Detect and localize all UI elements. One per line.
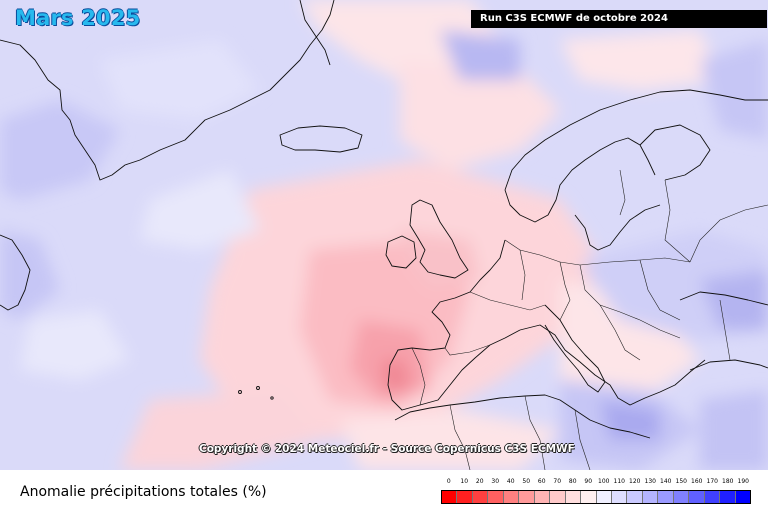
legend-color-bar [441,490,751,504]
model-run-label: Run C3S ECMWF de octobre 2024 [471,10,767,28]
legend-swatch [442,491,458,503]
border [519,249,526,301]
legend-swatch [488,491,504,503]
scandinavia-south-coast [504,137,656,223]
italy-coast [544,304,606,393]
greenland-coast [0,0,335,181]
legend-tick-label: 30 [491,478,500,485]
azores-island [238,390,242,394]
azores-island [270,396,274,400]
legend-tick-label: 0 [446,478,451,485]
legend-tick-label: 110 [613,478,625,485]
border [599,304,641,361]
sweden-south-coast [574,204,661,251]
border [719,299,731,361]
legend-swatch [581,491,597,503]
legend-swatch [704,491,721,503]
legend-swatch [519,491,535,503]
legend-tick-labels: 0 10 20 30 40 50 60 70 80 90 100 110 120 130 140 150 160… [441,478,751,488]
iceland-coast [279,125,363,153]
legend-tick-label: 10 [460,478,469,485]
anomaly-field [0,0,768,470]
legend-tick-label: 180 [722,478,734,485]
legend-tick-label: 160 [691,478,703,485]
turkey-coast [689,359,768,371]
legend-tick-label: 100 [598,478,610,485]
legend-swatch [627,491,643,503]
copyright-notice: Copyright © 2024 Meteociel.fr - Source C… [199,443,575,455]
legend-tick-label: 90 [584,478,593,485]
great-britain-coast [409,199,469,279]
border [689,204,768,263]
legend-tick-label: 190 [737,478,749,485]
coastlines [0,0,768,439]
forecast-month-title: Mars 2025 [15,6,141,30]
azores-island [256,386,260,390]
border [619,169,626,216]
norway-north-coast [504,89,768,191]
legend-swatch [642,491,659,503]
border [559,261,571,321]
pyrenees-border [444,344,491,356]
country-borders [411,169,768,470]
legend-tick-label: 140 [660,478,672,485]
legend-tick-label: 60 [537,478,546,485]
legend-tick-label: 120 [629,478,641,485]
legend-tick-label: 70 [553,478,562,485]
legend-swatch [565,491,582,503]
border [639,259,681,321]
color-legend: 0 10 20 30 40 50 60 70 80 90 100 110 120 130 140 150 160… [441,478,751,504]
border [524,395,546,470]
legend-swatch [735,491,751,503]
western-europe-coast [387,239,521,411]
border [504,239,581,266]
legend-tick-label: 50 [522,478,531,485]
legend-swatch [457,491,473,503]
legend-swatch [689,491,705,503]
legend-tick-label: 130 [644,478,656,485]
border [449,404,471,470]
map-canvas [0,0,768,470]
legend-tick-label: 20 [475,478,484,485]
legend-tick-label: 150 [675,478,687,485]
ireland-coast [385,235,417,269]
labrador-coast [0,234,31,311]
border [579,264,681,339]
map-variable-title: Anomalie précipitations totales (%) [20,484,267,500]
legend-swatch [534,491,551,503]
border [574,409,591,470]
legend-swatch [550,491,566,503]
legend-swatch [673,491,690,503]
black-sea-coast [679,291,768,306]
legend-swatch [611,491,628,503]
legend-tick-label: 80 [568,478,577,485]
spain-portugal-border [411,347,426,406]
legend-swatch [472,491,489,503]
legend-swatch [658,491,674,503]
legend-tick-label: 170 [706,478,718,485]
border [469,291,546,311]
mediterranean-north-coast [519,324,706,406]
greenland-fjord [299,0,331,66]
legend-tick-label: 40 [506,478,515,485]
north-africa-coast [394,394,651,439]
legend-swatch [596,491,612,503]
border [664,179,691,263]
precipitation-anomaly-map: Mars 2025 Run C3S ECMWF de octobre 2024 … [0,0,768,470]
legend-swatch [503,491,520,503]
legend-swatch [720,491,736,503]
finland-coast [639,124,711,181]
